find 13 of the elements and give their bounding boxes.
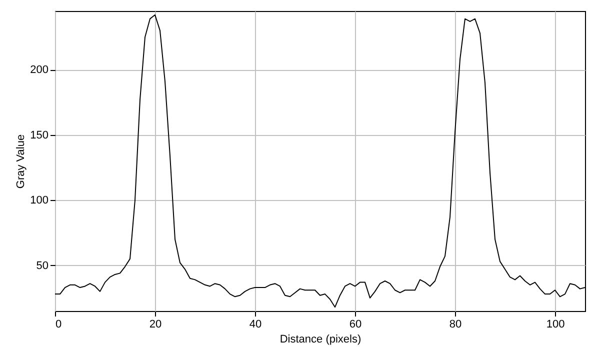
x-tick-label: 80 [449,318,462,330]
y-axis-title: Gray Value [15,134,28,189]
x-tick-label: 20 [149,318,162,330]
y-tick-label: 50 [36,260,48,272]
y-tick-label: 200 [30,64,48,76]
x-tick-label: 40 [249,318,262,330]
line-series [54,14,586,308]
x-tick-label: 60 [349,318,362,330]
x-tick-label: 0 [56,318,62,330]
y-tick-label: 100 [30,194,48,207]
x-axis-title: Distance (pixels) [280,334,362,346]
x-tick-label: 100 [546,318,565,330]
y-tick-label: 150 [30,129,48,142]
